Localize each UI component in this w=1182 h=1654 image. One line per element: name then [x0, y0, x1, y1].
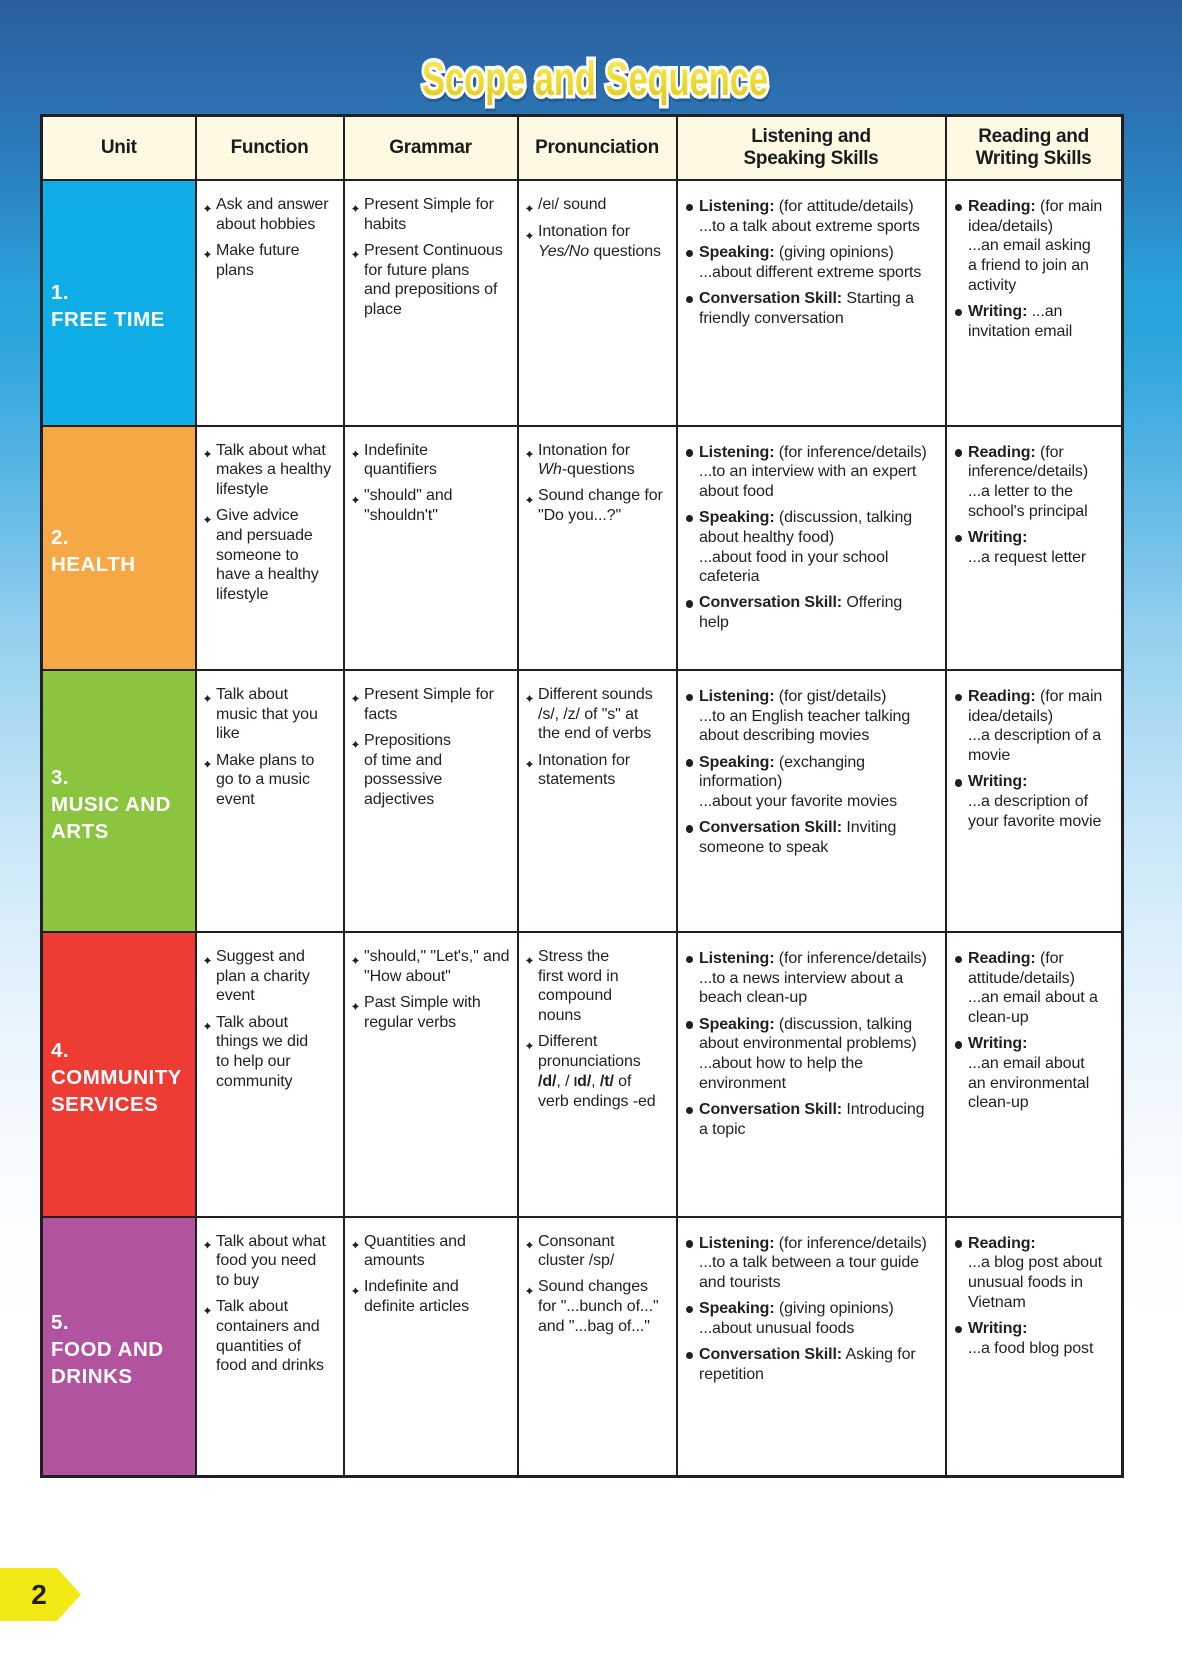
- svg-text:Scope and Sequence: Scope and Sequence: [422, 53, 768, 106]
